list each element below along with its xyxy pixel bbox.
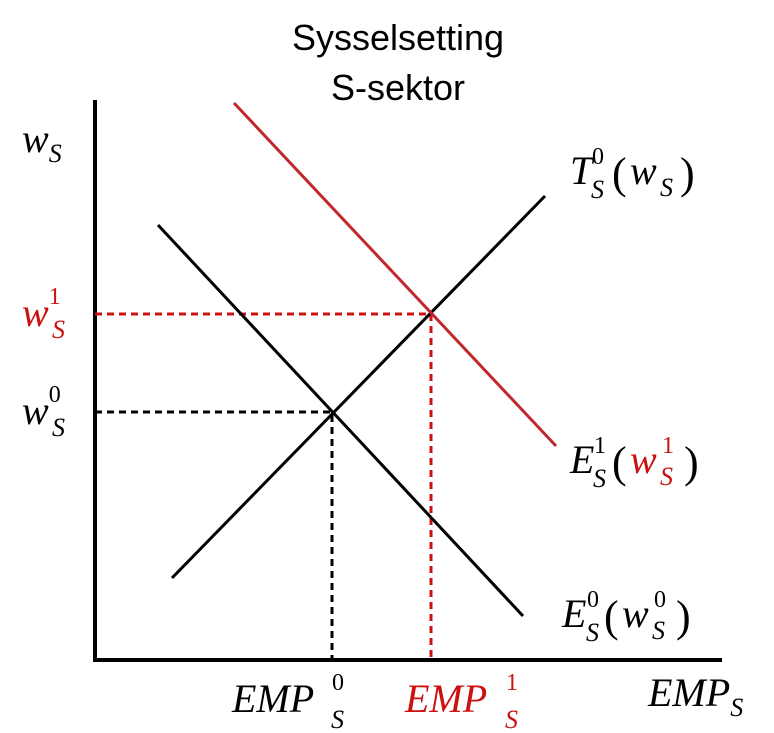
title-line-1: Sysselsetting — [292, 17, 504, 58]
x-tick-emp0-sup: 0 — [332, 670, 344, 696]
svg-text:(: ( — [612, 149, 627, 198]
y-tick-w1: w1 — [22, 284, 61, 335]
svg-text:): ) — [676, 592, 691, 641]
svg-text:S: S — [591, 175, 604, 204]
supply-curve-line — [170, 194, 547, 580]
y-tick-w0-sub: S — [52, 413, 65, 442]
y-tick-w0: w0 — [22, 382, 61, 433]
supply-curve-label: T 0 S ( w S ) — [570, 144, 695, 204]
svg-text:E: E — [569, 437, 594, 482]
svg-text:E: E — [561, 591, 586, 636]
svg-text:S: S — [586, 618, 599, 647]
svg-text:): ) — [684, 438, 699, 487]
x-tick-emp1-sup: 1 — [506, 670, 518, 696]
svg-text:): ) — [680, 149, 695, 198]
guide-initial-equilibrium — [95, 410, 334, 660]
demand-old-curve-label: E 0 S ( w 0 S ) — [561, 587, 691, 647]
title-line-2: S-sektor — [331, 67, 465, 108]
svg-text:w: w — [630, 437, 657, 482]
svg-text:0: 0 — [587, 587, 599, 613]
svg-text:0: 0 — [592, 144, 604, 170]
demand-old-curve-line — [156, 223, 525, 618]
svg-text:(: ( — [612, 438, 627, 487]
svg-text:(: ( — [604, 592, 619, 641]
svg-text:T: T — [570, 148, 595, 193]
svg-text:S: S — [593, 464, 606, 493]
svg-text:0: 0 — [654, 587, 666, 613]
demand-new-curve-label: E 1 S ( w 1 S ) — [569, 433, 699, 493]
y-axis-label: wS — [22, 116, 62, 168]
x-axis-label: EMPS — [647, 670, 743, 722]
x-tick-emp0-sub: S — [331, 705, 344, 733]
svg-text:S: S — [652, 616, 665, 645]
demand-new-curve-line — [232, 101, 558, 448]
svg-text:1: 1 — [662, 433, 674, 459]
svg-text:w: w — [622, 591, 649, 636]
svg-text:1: 1 — [594, 433, 606, 459]
y-tick-w1-sub: S — [52, 315, 65, 344]
x-tick-emp0: EMP — [231, 676, 314, 721]
svg-text:S: S — [660, 462, 673, 491]
x-tick-emp1: EMP — [404, 676, 487, 721]
x-tick-emp1-sub: S — [505, 705, 518, 733]
svg-text:S: S — [660, 173, 673, 202]
svg-text:w: w — [630, 148, 657, 193]
